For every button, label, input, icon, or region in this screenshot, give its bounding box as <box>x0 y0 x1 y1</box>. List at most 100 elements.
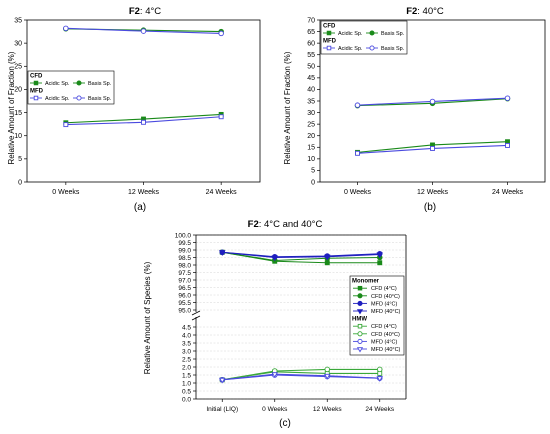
chart-c-legend-label: CFD (40°C) <box>371 332 400 338</box>
chart-a-ytick-label: 10 <box>14 133 22 140</box>
chart-b-ytick-label: 70 <box>307 17 315 24</box>
chart-c-ytick-label: 2.5 <box>182 356 191 363</box>
chart-c-data-point <box>271 372 279 378</box>
chart-a-data-point <box>63 25 69 32</box>
chart-c-data-point <box>324 260 330 266</box>
chart-a-legend-marker <box>33 80 39 86</box>
chart-a-ytick-label: 15 <box>14 110 22 117</box>
chart-c-legend-label: MFD (4°C) <box>371 339 398 345</box>
chart-c-ytick-label: 2.0 <box>182 364 191 371</box>
chart-c-ytick-label: 3.5 <box>182 340 191 347</box>
chart-c-legend-label: MFD (40°C) <box>371 347 401 353</box>
chart-c-ytick-label: 99.5 <box>178 240 191 247</box>
chart-b-data-point <box>354 102 361 108</box>
chart-c-data-point <box>271 255 279 262</box>
chart-c-ytick-label: 95.5 <box>178 300 191 307</box>
chart-a-data-point <box>218 30 224 37</box>
chart-a-ytick-label: 35 <box>14 17 22 24</box>
chart-c-ytick-label: 96.0 <box>178 292 191 299</box>
chart-b-ytick-label: 60 <box>307 40 315 47</box>
chart-c-legend-marker <box>356 347 364 353</box>
chart-a-title: F2: 4°C <box>129 6 161 17</box>
chart-c-data-point <box>323 254 331 261</box>
chart-c-ytick-label: 99.0 <box>178 247 191 254</box>
chart-panel-b: F2: 40°C Relative Amount of Fraction (%)… <box>283 6 546 213</box>
chart-b-ylabel: Relative Amount of Fraction (%) <box>283 51 292 164</box>
chart-b-data-point <box>430 145 435 151</box>
chart-a-data-point <box>140 28 147 34</box>
chart-a-ylabel: Relative Amount of Fraction (%) <box>7 51 16 164</box>
chart-b-legend-label: Acidic Sp. <box>338 31 363 37</box>
chart-c-legend-marker <box>357 285 363 291</box>
chart-a-legend-group-title: MFD <box>30 89 44 95</box>
chart-c-ytick-label: 4.5 <box>182 324 191 331</box>
chart-a-ytick-label: 0 <box>18 179 22 186</box>
panel-label-b: (b) <box>424 202 436 213</box>
chart-b-title: F2: 40°C <box>406 6 444 17</box>
chart-c-xtick-label: 12 Weeks <box>313 406 343 413</box>
chart-b-data-point <box>355 150 360 156</box>
chart-a-data-point <box>141 119 146 125</box>
chart-b-legend-label: Acidic Sp. <box>338 46 363 52</box>
chart-c-series-line <box>222 368 380 381</box>
chart-b-ytick-label: 25 <box>307 121 315 128</box>
chart-c-ytick-label: 0.5 <box>182 388 191 395</box>
chart-c-legend-group-title: Monomer <box>352 279 380 285</box>
chart-c-xtick-label: 0 Weeks <box>262 406 288 413</box>
chart-b-ytick-label: 10 <box>307 156 315 163</box>
chart-c-series-line <box>222 251 380 259</box>
chart-panel-a: F2: 4°C Relative Amount of Fraction (%) … <box>7 6 261 213</box>
chart-b-xtick-label: 24 Weeks <box>492 189 523 196</box>
chart-c-legend-label: CFD (4°C) <box>371 286 397 292</box>
chart-b-legend-marker <box>326 45 332 51</box>
chart-c-ytick-label: 4.0 <box>182 332 191 339</box>
panel-label-c: (c) <box>279 418 291 429</box>
chart-a-legend-label: Acidic Sp. <box>45 96 70 102</box>
chart-a-xtick-label: 24 Weeks <box>206 189 237 196</box>
chart-b-legend-group-title: CFD <box>323 24 336 30</box>
chart-c-legend-label: MFD (40°C) <box>371 309 401 315</box>
chart-a-legend-label: Acidic Sp. <box>45 81 70 87</box>
chart-c-xtick-label: 24 Weeks <box>365 406 395 413</box>
chart-c-ytick-label: 1.5 <box>182 372 191 379</box>
chart-b-legend-marker <box>369 45 375 51</box>
chart-c-legend-label: CFD (4°C) <box>371 324 397 330</box>
chart-c-ytick-label: 1.0 <box>182 380 191 387</box>
chart-c-ytick-label: 97.0 <box>178 277 191 284</box>
chart-b-legend-group-title: MFD <box>323 39 337 45</box>
chart-c-series-line <box>222 373 380 381</box>
chart-a-legend-box <box>27 70 115 105</box>
chart-c-axis-break-mark <box>191 315 201 321</box>
chart-c-data-point <box>377 366 383 373</box>
chart-b-ytick-label: 55 <box>307 52 315 59</box>
chart-a-ytick-label: 20 <box>14 87 22 94</box>
chart-c-title: F2: 4°C and 40°C <box>248 219 323 230</box>
chart-b-ytick-label: 0 <box>311 179 315 186</box>
chart-c-data-point <box>377 260 383 266</box>
chart-c-data-point <box>376 252 384 259</box>
chart-b-xtick-label: 12 Weeks <box>417 189 448 196</box>
chart-c-data-point <box>324 366 331 373</box>
chart-c-ytick-label: 100.0 <box>175 232 192 239</box>
chart-b-legend-label: Basis Sp. <box>381 31 405 37</box>
chart-c-ylabel: Relative Amount of Species (%) <box>143 261 152 374</box>
chart-c-legend-marker <box>357 338 363 344</box>
chart-c-ytick-label: 97.5 <box>178 270 191 277</box>
chart-b-data-point <box>504 95 511 101</box>
chart-b-ytick-label: 30 <box>307 110 315 117</box>
chart-a-legend-marker <box>33 95 39 101</box>
chart-b-ytick-label: 40 <box>307 87 315 94</box>
chart-a-ytick-label: 30 <box>14 40 22 47</box>
chart-a-legend-marker <box>76 80 82 86</box>
panel-label-a: (a) <box>134 202 146 213</box>
chart-c-legend-marker <box>357 331 363 337</box>
chart-b-legend-marker <box>369 30 375 36</box>
chart-c-legend-marker <box>357 300 363 306</box>
chart-a-ytick-label: 5 <box>18 156 22 163</box>
chart-b-ytick-label: 5 <box>311 168 315 175</box>
chart-c-ytick-label: 98.5 <box>178 255 191 262</box>
chart-b-ytick-label: 65 <box>307 29 315 36</box>
chart-c-ytick-label: 95.0 <box>178 307 191 314</box>
chart-c-ytick-label: 98.0 <box>178 262 191 269</box>
chart-a-legend-label: Basis Sp. <box>88 96 112 102</box>
